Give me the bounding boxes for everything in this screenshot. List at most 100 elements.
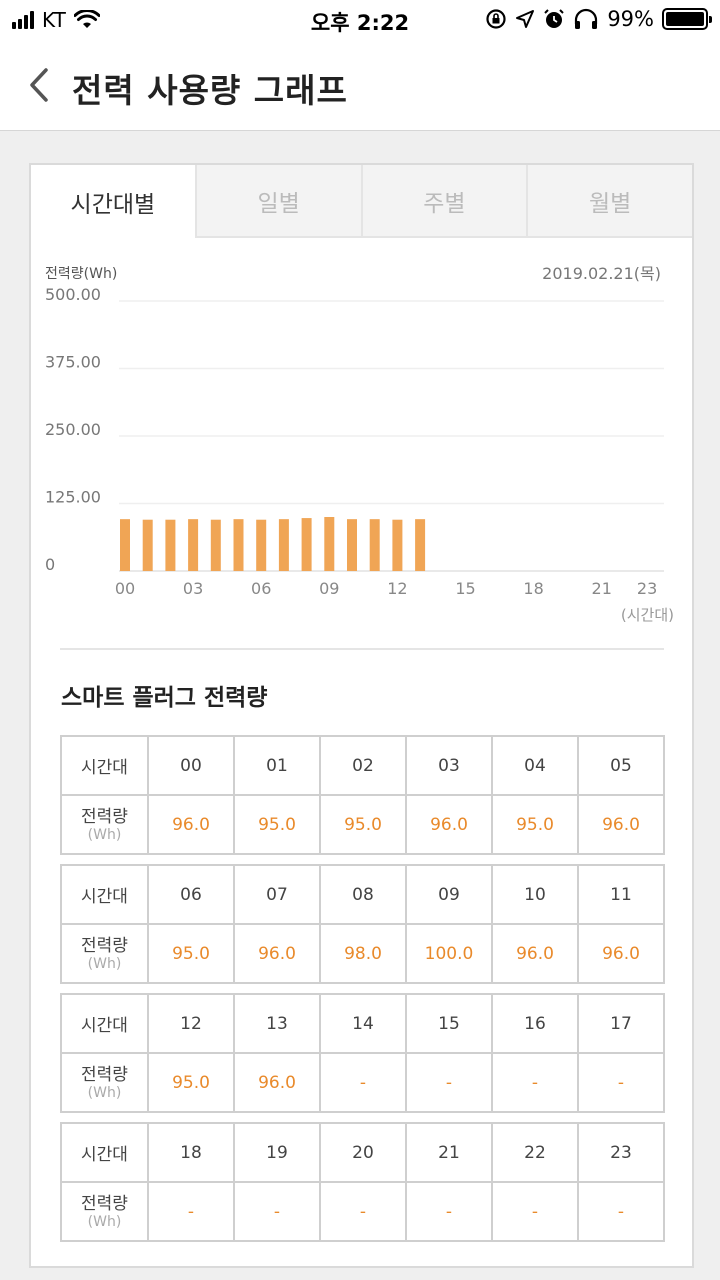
row-label-power-text: 전력량	[81, 1064, 128, 1085]
bar-04	[210, 519, 221, 571]
value-cell: 95.0	[147, 923, 235, 984]
battery-percent: 99%	[607, 7, 654, 31]
carrier-label: KT	[42, 8, 66, 32]
bar-09	[324, 517, 335, 571]
row-label-power-text: 전력량	[81, 1193, 128, 1214]
hour-cell: 12	[147, 993, 235, 1054]
hour-cell: 16	[491, 993, 579, 1054]
bar-13	[415, 519, 426, 571]
hour-cell: 03	[405, 735, 493, 796]
hour-cell: 13	[233, 993, 321, 1054]
value-cell: 100.0	[405, 923, 493, 984]
usage-table: 시간대 18 19 20 21 22 23 전력량 (Wh) - - - - - -	[60, 1122, 665, 1242]
battery-icon	[662, 8, 712, 30]
hour-cell: 00	[147, 735, 235, 796]
usage-table: 시간대 00 01 02 03 04 05 전력량 (Wh) 96.0 95.0 95.0 96.0 95…	[60, 735, 665, 855]
value-cell: -	[233, 1181, 321, 1242]
tab-weekly[interactable]: 주별	[360, 165, 527, 238]
x-tick-label: 15	[455, 579, 475, 598]
row-label-hour: 시간대	[60, 993, 149, 1054]
table-row-hours: 시간대 18 19 20 21 22 23	[60, 1122, 665, 1183]
value-cell: 95.0	[319, 794, 407, 855]
status-right: 99%	[485, 7, 712, 31]
bar-07	[278, 519, 289, 571]
bar-08	[301, 518, 312, 571]
value-cell: -	[147, 1181, 235, 1242]
hour-cell: 09	[405, 864, 493, 925]
hour-cell: 08	[319, 864, 407, 925]
value-cell: -	[319, 1052, 407, 1113]
tab-daily[interactable]: 일별	[194, 165, 361, 238]
chevron-left-icon[interactable]	[22, 62, 62, 108]
value-cell: 95.0	[147, 1052, 235, 1113]
bar-02	[165, 519, 176, 571]
chart-date: 2019.02.21(목)	[542, 264, 661, 283]
x-tick-label: 03	[183, 579, 203, 598]
value-cell: -	[319, 1181, 407, 1242]
hour-cell: 05	[577, 735, 665, 796]
bar-00	[120, 519, 130, 571]
bar-10	[347, 519, 357, 571]
value-cell: 95.0	[233, 794, 321, 855]
row-label-power: 전력량 (Wh)	[60, 1181, 149, 1242]
hour-cell: 23	[577, 1122, 665, 1183]
table-row-values: 전력량 (Wh) 96.0 95.0 95.0 96.0 95.0 96.0	[60, 794, 665, 855]
table-row-hours: 시간대 12 13 14 15 16 17	[60, 993, 665, 1054]
row-label-hour: 시간대	[60, 735, 149, 796]
value-cell: 96.0	[147, 794, 235, 855]
status-left: KT	[12, 8, 100, 32]
value-cell: -	[491, 1181, 579, 1242]
value-cell: -	[491, 1052, 579, 1113]
chart-x-unit: (시간대)	[620, 606, 674, 624]
headphones-icon	[575, 8, 598, 29]
hour-cell: 11	[577, 864, 665, 925]
value-cell: -	[577, 1052, 665, 1113]
value-cell: -	[405, 1052, 493, 1113]
tab-monthly[interactable]: 월별	[526, 165, 692, 238]
table-row-values: 전력량 (Wh) - - - - - -	[60, 1181, 665, 1242]
app-header: 전력 사용량 그래프	[0, 40, 720, 131]
hour-cell: 04	[491, 735, 579, 796]
tab-hourly[interactable]: 시간대별	[31, 165, 195, 238]
value-cell: 96.0	[577, 923, 665, 984]
status-time: 오후 2:22	[310, 11, 410, 35]
value-cell: 95.0	[491, 794, 579, 855]
value-cell: 96.0	[577, 794, 665, 855]
bar-11	[369, 519, 380, 571]
alarm-icon	[544, 9, 565, 28]
row-label-unit: (Wh)	[87, 1213, 122, 1230]
section-title: 스마트 플러그 전력량	[61, 685, 268, 711]
value-cell: 96.0	[491, 923, 579, 984]
value-cell: -	[405, 1181, 493, 1242]
row-label-power: 전력량 (Wh)	[60, 794, 149, 855]
bar-03	[188, 519, 199, 571]
hour-cell: 10	[491, 864, 579, 925]
x-tick-label: 23	[637, 579, 657, 598]
value-cell: 96.0	[405, 794, 493, 855]
table-row-values: 전력량 (Wh) 95.0 96.0 98.0 100.0 96.0 96.0	[60, 923, 665, 984]
x-tick-label: 21	[592, 579, 612, 598]
wifi-icon	[73, 10, 100, 28]
location-icon	[516, 10, 535, 28]
value-cell: 98.0	[319, 923, 407, 984]
hour-cell: 18	[147, 1122, 235, 1183]
x-tick-label: 09	[319, 579, 339, 598]
row-label-hour: 시간대	[60, 1122, 149, 1183]
table-row-hours: 시간대 00 01 02 03 04 05	[60, 735, 665, 796]
hour-cell: 17	[577, 993, 665, 1054]
bar-12	[392, 519, 403, 571]
x-tick-label: 00	[115, 579, 135, 598]
row-label-power: 전력량 (Wh)	[60, 1052, 149, 1113]
y-tick-label: 0	[45, 555, 55, 574]
period-tabs: 시간대별 일별 주별 월별	[31, 165, 692, 238]
hour-cell: 21	[405, 1122, 493, 1183]
table-row-values: 전력량 (Wh) 95.0 96.0- - - -	[60, 1052, 665, 1113]
rotation-lock-icon	[486, 9, 506, 29]
y-tick-label: 125.00	[45, 488, 101, 507]
row-label-unit: (Wh)	[87, 1084, 122, 1101]
status-bar: KT 오후 2:22 99%	[0, 0, 720, 40]
hour-cell: 07	[233, 864, 321, 925]
hour-cell: 02	[319, 735, 407, 796]
signal-icon	[12, 11, 34, 29]
